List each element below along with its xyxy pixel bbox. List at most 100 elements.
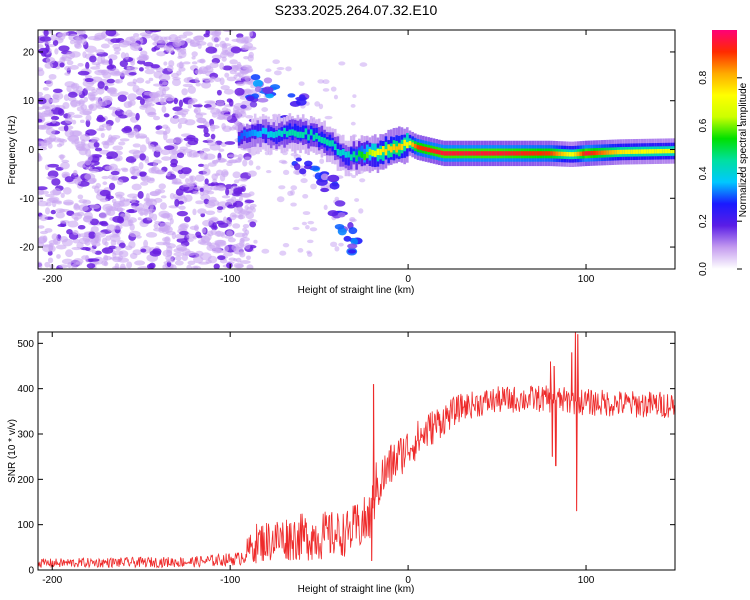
branch-blob [240,104,247,109]
signal-track-cell [299,131,302,138]
noise-blob [159,97,165,104]
noise-blob [221,122,226,130]
noise-blob [93,141,100,148]
noise-blob [177,122,182,129]
noise-blob [184,216,191,223]
noise-blob [229,59,238,65]
noise-blob [91,185,97,189]
signal-track-cell [379,149,382,156]
noise-blob [80,38,87,46]
spectrogram-x-label: Height of straight line (km) [298,285,415,296]
noise-blob [160,149,171,156]
branch-blob [250,74,261,81]
signal-track-cell [264,128,268,135]
noise-blob [354,198,360,202]
noise-blob [222,65,233,71]
noise-blob [221,56,227,62]
noise-blob [162,213,170,219]
spectrogram-y-label: Frequency (Hz) [7,116,18,185]
noise-blob [120,51,126,59]
noise-blob [126,81,137,87]
signal-track-cell [304,128,308,135]
noise-blob [207,183,216,187]
noise-blob [38,118,43,123]
noise-blob [211,173,218,181]
noise-blob [104,38,111,42]
noise-blob [358,208,364,214]
noise-blob [323,204,328,211]
signal-track-cell [339,150,342,157]
noise-blob [147,208,153,215]
noise-blob [133,32,140,38]
noise-blob [44,261,51,268]
signal-track-cell [381,147,385,161]
noise-blob [101,260,108,266]
noise-blob [104,241,109,247]
noise-blob [48,243,54,251]
noise-blob [213,77,222,82]
noise-blob [118,250,129,258]
noise-blob [227,154,239,158]
noise-blob [119,138,130,142]
noise-blob [96,128,106,132]
noise-blob [101,175,109,180]
noise-blob [114,71,122,76]
noise-blob [152,115,161,121]
signal-track-cell [432,148,436,154]
signal-track-cell [654,149,657,154]
signal-track-cell [448,151,452,156]
noise-blob [253,239,258,244]
noise-blob [181,88,188,96]
snr-x-tick-label: 100 [578,575,595,586]
signal-track-cell [240,133,244,140]
noise-blob [206,242,212,247]
signal-track-cell [576,151,580,157]
noise-blob [338,242,344,247]
noise-blob [117,216,125,224]
signal-track-cell [277,129,281,136]
branch-blob [320,173,329,181]
noise-blob [161,87,167,96]
noise-blob [88,104,94,111]
noise-blob [110,239,117,246]
noise-blob [242,159,248,167]
noise-blob [78,204,89,212]
branch-blob [348,227,358,235]
noise-blob [127,93,138,101]
noise-blob [217,255,226,261]
noise-blob [43,93,51,101]
signal-track-cell [504,151,508,156]
signal-track-cell [483,151,487,156]
noise-blob [214,43,220,48]
signal-track-cell [467,151,470,156]
noise-blob [91,241,101,247]
noise-blob [111,198,117,204]
noise-blob [119,60,129,68]
snr-x-ticks: -200 -100 0 100 [42,332,595,586]
spectrogram-y-tick-label: -20 [20,243,35,254]
noise-blob [314,101,321,107]
noise-blob [81,255,89,260]
noise-blob [49,264,55,269]
noise-blob [38,44,44,49]
noise-blob [45,128,56,136]
noise-blob [61,159,70,163]
signal-track-cell [275,131,278,138]
noise-blob [69,130,81,137]
signal-track-cell [518,151,521,156]
noise-blob [174,47,186,51]
noise-blob [209,125,220,130]
colorbar-gradient [712,30,737,269]
noise-blob [116,206,124,213]
noise-blob [199,187,204,192]
noise-blob [223,88,235,95]
signal-track-cell [472,151,476,156]
signal-track-cell [344,151,348,158]
noise-blob [106,65,115,70]
noise-blob [71,263,77,269]
noise-blob [118,200,130,207]
noise-blob [96,116,106,123]
signal-track-cell [256,131,260,138]
noise-blob [261,107,269,112]
noise-blob [182,83,193,88]
